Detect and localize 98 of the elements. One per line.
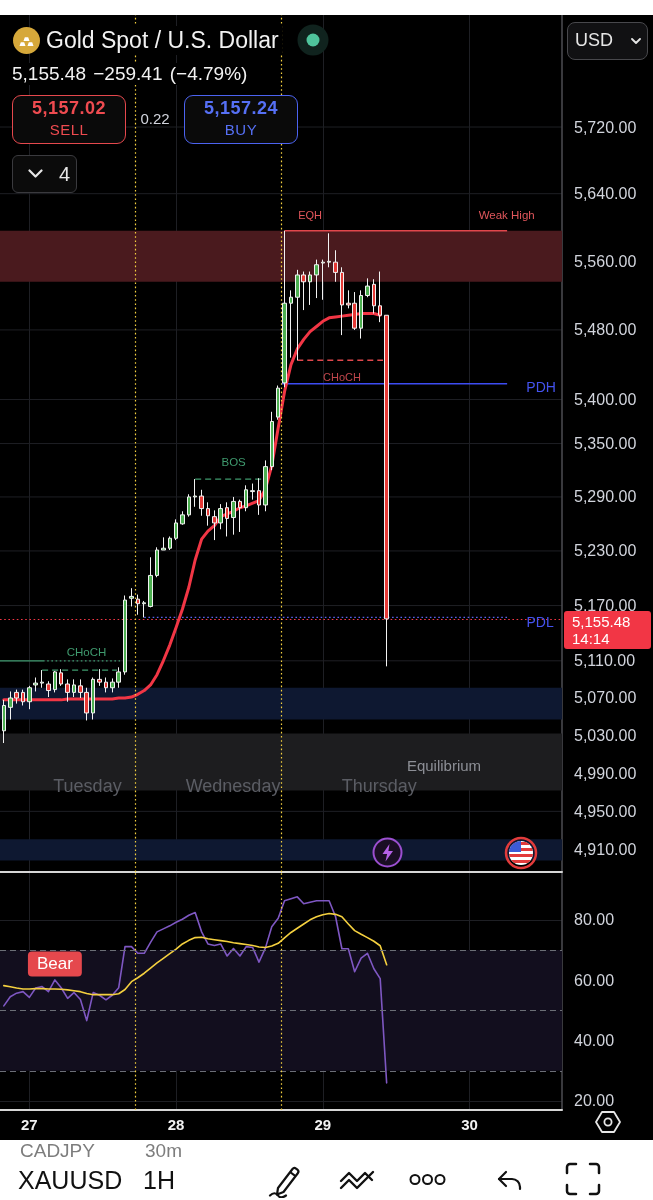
candlestick [53, 670, 57, 693]
annotation: PDH [526, 378, 556, 395]
x-tick-label: 29 [314, 1116, 332, 1133]
y-tick-label: 5,030.00 [574, 726, 637, 744]
candlestick [104, 677, 108, 693]
candlestick [238, 499, 242, 533]
annotation: SELL [49, 121, 89, 139]
annotation: 5,157.24 [203, 97, 279, 120]
annotation: 0.22 [140, 110, 170, 128]
annotation: CHoCH [323, 371, 362, 384]
candlestick [27, 685, 32, 710]
candlestick [282, 230, 287, 388]
candlestick [33, 677, 38, 692]
candlestick [365, 277, 370, 298]
candlestick [91, 677, 95, 721]
candlestick [168, 535, 172, 551]
annotation: CHoCH [66, 645, 107, 658]
y-tick-label: 5,480.00 [574, 321, 637, 339]
candlestick [136, 594, 140, 616]
candlestick [72, 678, 76, 698]
candlestick [174, 518, 178, 541]
candlestick [193, 478, 197, 508]
y-tick-label: 5,070.00 [574, 689, 637, 707]
candlestick [21, 689, 25, 706]
candlestick [65, 678, 70, 703]
annotation: Thursday [341, 775, 417, 796]
annotation: 4 [58, 162, 71, 186]
y-tick-label: 40.00 [574, 1032, 615, 1050]
line-series [3, 896, 388, 1084]
candlestick [2, 699, 6, 744]
candlestick [314, 259, 319, 299]
x-tick-label: 30 [461, 1116, 478, 1133]
x-tick-label: 27 [21, 1116, 38, 1133]
y-tick-label: 4,910.00 [574, 841, 637, 859]
price-tag: 5,155.48 14:14 [564, 610, 651, 649]
candlestick [123, 594, 127, 676]
y-tick-label: 4,990.00 [574, 764, 637, 782]
y-tick-label: 5,560.00 [574, 252, 637, 270]
candlestick [161, 536, 166, 551]
y-tick-label: 5,230.00 [574, 542, 637, 560]
candlestick [276, 385, 280, 421]
candlestick [250, 483, 255, 501]
text: USD [575, 30, 614, 52]
band-label: Equilibrium [406, 756, 482, 774]
text: CADJPY [20, 1139, 95, 1163]
text: Gold Spot / U.S. Dollar [46, 26, 282, 55]
y-tick-label: 20.00 [574, 1092, 615, 1110]
y-tick-label: 5,640.00 [574, 185, 637, 203]
candlestick [359, 289, 363, 340]
candlestick [59, 668, 63, 687]
y-tick-label: 60.00 [574, 971, 615, 989]
candlestick [97, 668, 102, 687]
candlestick [46, 680, 51, 698]
candlestick [289, 289, 293, 359]
annotation: Tuesday [53, 775, 122, 796]
candlestick [263, 459, 268, 512]
annotation: PDL [526, 614, 554, 631]
candlestick [231, 496, 236, 536]
candlestick [180, 510, 185, 526]
candlestick [327, 232, 331, 268]
candlestick [225, 501, 229, 537]
annotation: Weak High [478, 208, 535, 221]
annotation: EQH [298, 208, 323, 221]
candlestick [372, 278, 376, 315]
candlestick [340, 266, 344, 336]
candlestick [308, 271, 312, 306]
candlestick [270, 411, 274, 471]
text: 1H [143, 1165, 175, 1195]
annotation: BOS [221, 456, 247, 469]
y-tick-label: 80.00 [574, 911, 615, 929]
text: 30m [145, 1139, 182, 1163]
candlestick [129, 587, 134, 607]
candlestick [333, 249, 338, 283]
text: 5,155.48 −259.41 (−4.79%) [12, 63, 248, 85]
candlestick [187, 493, 191, 518]
text: XAUUSD [18, 1165, 123, 1195]
candlestick [257, 477, 261, 516]
y-tick-label: 5,350.00 [574, 435, 637, 453]
candlestick [155, 546, 159, 578]
candlestick [199, 489, 204, 517]
candlestick [206, 501, 210, 527]
y-tick-label: 5,400.00 [574, 391, 637, 409]
y-tick-label: 5,720.00 [574, 118, 637, 136]
annotation: Wednesday [185, 775, 281, 796]
candlestick [321, 259, 325, 301]
x-tick-label: 28 [167, 1116, 185, 1133]
y-tick-label: 4,950.00 [574, 802, 637, 820]
annotation: BUY [224, 121, 258, 139]
candlestick [244, 484, 248, 512]
y-tick-label: 5,110.00 [574, 652, 636, 670]
candlestick [378, 271, 382, 323]
annotation: Bear [36, 954, 74, 974]
candlestick [148, 556, 153, 608]
candlestick [40, 669, 44, 689]
y-tick-label: 5,290.00 [574, 488, 637, 506]
annotation: 5,157.02 [31, 97, 107, 120]
candlestick [142, 600, 146, 618]
candlestick [384, 314, 389, 667]
